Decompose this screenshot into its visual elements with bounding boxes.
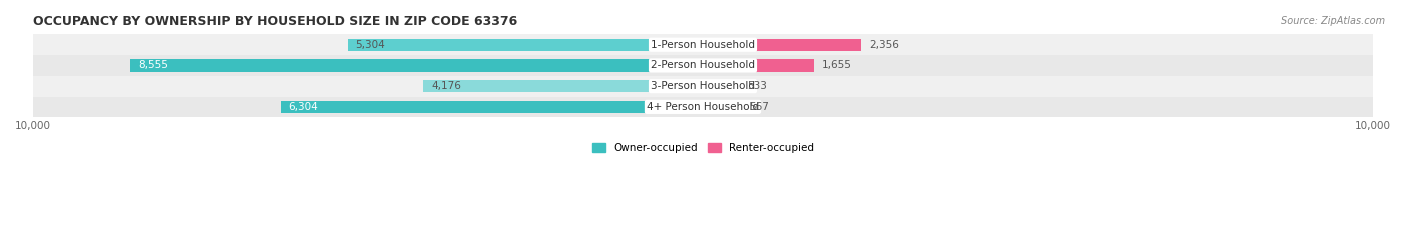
- Bar: [703, 59, 814, 72]
- Text: 2-Person Household: 2-Person Household: [651, 60, 755, 70]
- Bar: [32, 55, 1374, 76]
- Text: 533: 533: [747, 81, 766, 91]
- Text: OCCUPANCY BY OWNERSHIP BY HOUSEHOLD SIZE IN ZIP CODE 63376: OCCUPANCY BY OWNERSHIP BY HOUSEHOLD SIZE…: [32, 15, 517, 28]
- Bar: [703, 101, 741, 113]
- Text: 4,176: 4,176: [432, 81, 461, 91]
- Bar: [703, 80, 738, 92]
- Bar: [129, 59, 703, 72]
- Text: 3-Person Household: 3-Person Household: [651, 81, 755, 91]
- Text: 1,655: 1,655: [823, 60, 852, 70]
- Text: 8,555: 8,555: [138, 60, 167, 70]
- Bar: [423, 80, 703, 92]
- Text: 2,356: 2,356: [869, 40, 898, 50]
- Bar: [32, 34, 1374, 55]
- Bar: [347, 38, 703, 51]
- Text: Source: ZipAtlas.com: Source: ZipAtlas.com: [1281, 16, 1385, 26]
- Text: 6,304: 6,304: [288, 102, 318, 112]
- Text: 4+ Person Household: 4+ Person Household: [647, 102, 759, 112]
- Legend: Owner-occupied, Renter-occupied: Owner-occupied, Renter-occupied: [588, 139, 818, 157]
- Text: 1-Person Household: 1-Person Household: [651, 40, 755, 50]
- Text: 567: 567: [749, 102, 769, 112]
- Bar: [32, 76, 1374, 96]
- Bar: [32, 96, 1374, 117]
- Bar: [703, 38, 860, 51]
- Bar: [281, 101, 703, 113]
- Text: 5,304: 5,304: [356, 40, 385, 50]
